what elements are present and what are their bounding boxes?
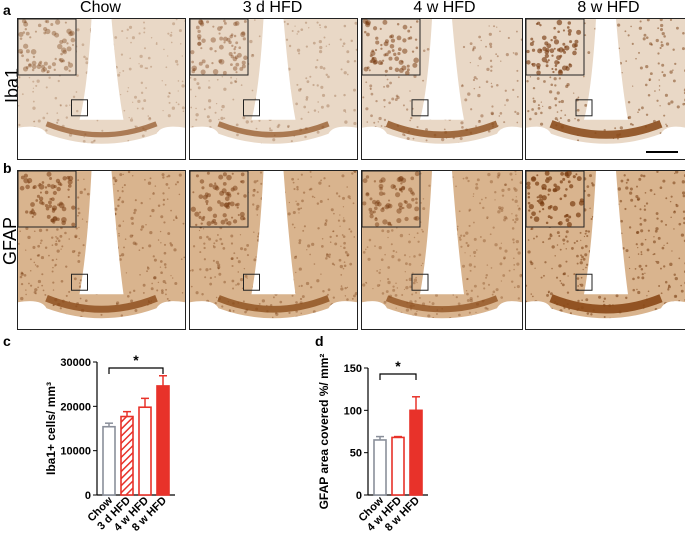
chart-c-bar bbox=[156, 385, 170, 496]
chart-iba1: 0 10000 20000 30000 Iba1+ cells/ mm³ Chow 3 d … bbox=[0, 330, 310, 548]
micrograph-iba1-3 bbox=[525, 18, 685, 160]
column-title-8w-hfd: 8 w HFD bbox=[577, 0, 640, 16]
micrograph-iba1-2 bbox=[361, 18, 523, 160]
column-title-3d-hfd: 3 d HFD bbox=[242, 0, 303, 16]
chart-gfap: 0 50 100 150 GFAP area covered %/ mm² Chow 4 w… bbox=[312, 330, 612, 548]
chart-c-significance-label: * bbox=[133, 352, 139, 368]
micrograph-gfap-3 bbox=[525, 170, 685, 330]
panel-label-c: c bbox=[3, 333, 11, 349]
chart-d-bar bbox=[391, 436, 405, 496]
chart-c-ytick-label: 20000 bbox=[60, 401, 91, 413]
chart-d-ytick-label: 100 bbox=[344, 405, 362, 417]
chart-c-ytick-label: 0 bbox=[85, 490, 91, 502]
chart-d-y-label: GFAP area covered %/ mm² bbox=[317, 354, 331, 510]
panel-label-a: a bbox=[3, 2, 11, 18]
column-title-4w-hfd: 4 w HFD bbox=[413, 0, 476, 16]
chart-c-ytick-label: 10000 bbox=[60, 446, 91, 458]
chart-c-bar bbox=[120, 415, 134, 496]
chart-c-significance-bracket bbox=[108, 367, 164, 374]
micrograph-gfap-2 bbox=[361, 170, 523, 330]
chart-c-ytick-label: 30000 bbox=[60, 357, 91, 369]
chart-c-y-label: Iba1+ cells/ mm³ bbox=[44, 382, 58, 475]
micrograph-gfap-0 bbox=[17, 170, 186, 330]
chart-d-bar bbox=[373, 439, 387, 496]
chart-d-ytick-label: 50 bbox=[350, 448, 362, 460]
chart-d-significance-label: * bbox=[395, 358, 401, 374]
micrograph-iba1-0 bbox=[17, 18, 186, 160]
chart-d-ytick-label: 150 bbox=[344, 363, 362, 375]
micrograph-gfap-1 bbox=[189, 170, 358, 330]
chart-d-ytick-label: 0 bbox=[356, 490, 362, 502]
chart-c-bar bbox=[138, 406, 152, 496]
micrograph-iba1-1 bbox=[189, 18, 358, 160]
chart-d-significance-bracket bbox=[379, 373, 417, 380]
panel-label-b: b bbox=[3, 160, 12, 176]
panel-label-d: d bbox=[315, 333, 324, 349]
chart-d-bar bbox=[409, 409, 423, 496]
chart-c-bar bbox=[102, 425, 116, 496]
column-title-chow: Chow bbox=[80, 0, 121, 16]
